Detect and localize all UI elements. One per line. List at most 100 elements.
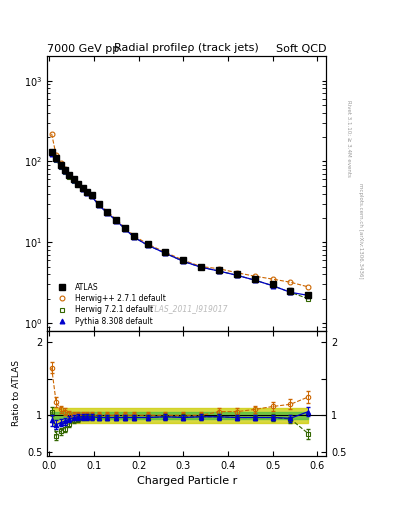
ATLAS: [76, 181, 81, 187]
Herwig++ 2.7.1 default: [145, 241, 150, 247]
Herwig 7.2.1 default: [72, 178, 76, 184]
ATLAS: [163, 249, 168, 255]
ATLAS: [270, 282, 275, 288]
Pythia 8.308 default: [96, 202, 101, 208]
Herwig++ 2.7.1 default: [81, 185, 85, 191]
Herwig 7.2.1 default: [252, 277, 257, 283]
Pythia 8.308 default: [270, 283, 275, 289]
ATLAS: [114, 217, 119, 223]
Pythia 8.308 default: [85, 189, 90, 196]
Pythia 8.308 default: [306, 292, 311, 298]
Herwig 7.2.1 default: [132, 234, 137, 241]
Herwig 7.2.1 default: [54, 157, 59, 163]
ATLAS: [62, 167, 67, 173]
Herwig++ 2.7.1 default: [252, 273, 257, 279]
ATLAS: [90, 193, 94, 199]
Herwig++ 2.7.1 default: [270, 276, 275, 282]
Herwig 7.2.1 default: [217, 268, 221, 274]
Legend: ATLAS, Herwig++ 2.7.1 default, Herwig 7.2.1 default, Pythia 8.308 default: ATLAS, Herwig++ 2.7.1 default, Herwig 7.…: [51, 281, 167, 327]
Text: 7000 GeV pp: 7000 GeV pp: [47, 44, 119, 54]
ATLAS: [58, 162, 63, 168]
Herwig 7.2.1 default: [145, 242, 150, 248]
Herwig 7.2.1 default: [235, 272, 239, 279]
Title: Radial profileρ (track jets): Radial profileρ (track jets): [114, 43, 259, 53]
ATLAS: [49, 149, 54, 155]
Text: mcplots.cern.ch [arXiv:1306.3436]: mcplots.cern.ch [arXiv:1306.3436]: [358, 183, 363, 278]
Herwig 7.2.1 default: [199, 264, 204, 270]
ATLAS: [81, 185, 85, 191]
Pythia 8.308 default: [54, 156, 59, 162]
Herwig 7.2.1 default: [123, 226, 128, 232]
ATLAS: [105, 208, 110, 215]
Pythia 8.308 default: [72, 177, 76, 183]
ATLAS: [288, 288, 293, 294]
Pythia 8.308 default: [114, 218, 119, 224]
Text: Rivet 3.1.10; ≥ 3.4M events: Rivet 3.1.10; ≥ 3.4M events: [346, 100, 351, 177]
Pythia 8.308 default: [76, 181, 81, 187]
Herwig++ 2.7.1 default: [105, 208, 110, 215]
Herwig 7.2.1 default: [81, 186, 85, 192]
Pythia 8.308 default: [62, 168, 67, 174]
Herwig 7.2.1 default: [62, 168, 67, 175]
ATLAS: [145, 241, 150, 247]
Pythia 8.308 default: [217, 268, 221, 274]
Pythia 8.308 default: [90, 193, 94, 199]
Herwig++ 2.7.1 default: [90, 193, 94, 199]
Herwig++ 2.7.1 default: [306, 284, 311, 290]
Herwig 7.2.1 default: [76, 182, 81, 188]
Herwig 7.2.1 default: [181, 258, 185, 264]
Pythia 8.308 default: [123, 226, 128, 232]
ATLAS: [123, 225, 128, 231]
Herwig++ 2.7.1 default: [163, 249, 168, 255]
Herwig 7.2.1 default: [58, 164, 63, 170]
Herwig 7.2.1 default: [96, 202, 101, 208]
Line: Pythia 8.308 default: Pythia 8.308 default: [49, 151, 311, 298]
ATLAS: [199, 264, 204, 270]
Herwig++ 2.7.1 default: [96, 201, 101, 207]
Herwig++ 2.7.1 default: [288, 279, 293, 285]
Pythia 8.308 default: [252, 277, 257, 283]
Pythia 8.308 default: [235, 272, 239, 279]
Pythia 8.308 default: [163, 250, 168, 257]
Pythia 8.308 default: [199, 264, 204, 270]
Pythia 8.308 default: [105, 210, 110, 216]
Herwig++ 2.7.1 default: [132, 233, 137, 239]
ATLAS: [54, 155, 59, 161]
Herwig++ 2.7.1 default: [62, 166, 67, 173]
Herwig++ 2.7.1 default: [199, 264, 204, 270]
ATLAS: [132, 233, 137, 239]
Herwig++ 2.7.1 default: [58, 160, 63, 166]
Herwig++ 2.7.1 default: [72, 176, 76, 182]
Herwig++ 2.7.1 default: [181, 257, 185, 263]
ATLAS: [252, 276, 257, 282]
Herwig 7.2.1 default: [105, 210, 110, 216]
ATLAS: [72, 176, 76, 182]
Herwig 7.2.1 default: [270, 283, 275, 289]
Text: Soft QCD: Soft QCD: [276, 44, 326, 54]
Pythia 8.308 default: [58, 163, 63, 169]
Herwig 7.2.1 default: [163, 250, 168, 257]
ATLAS: [85, 189, 90, 195]
Text: ATLAS_2011_I919017: ATLAS_2011_I919017: [145, 305, 228, 313]
Herwig++ 2.7.1 default: [67, 172, 72, 178]
Line: ATLAS: ATLAS: [49, 150, 311, 298]
Pythia 8.308 default: [81, 186, 85, 192]
Herwig++ 2.7.1 default: [49, 131, 54, 137]
Pythia 8.308 default: [288, 289, 293, 295]
Herwig 7.2.1 default: [85, 189, 90, 196]
Herwig 7.2.1 default: [90, 193, 94, 199]
ATLAS: [96, 201, 101, 207]
ATLAS: [67, 172, 72, 178]
Herwig++ 2.7.1 default: [217, 266, 221, 272]
Line: Herwig 7.2.1 default: Herwig 7.2.1 default: [49, 150, 311, 301]
Line: Herwig++ 2.7.1 default: Herwig++ 2.7.1 default: [49, 132, 311, 289]
Herwig++ 2.7.1 default: [54, 152, 59, 158]
Herwig 7.2.1 default: [67, 174, 72, 180]
ATLAS: [181, 257, 185, 263]
Herwig 7.2.1 default: [288, 289, 293, 295]
Y-axis label: Ratio to ATLAS: Ratio to ATLAS: [12, 360, 21, 426]
Herwig++ 2.7.1 default: [235, 270, 239, 276]
Herwig++ 2.7.1 default: [123, 225, 128, 231]
Pythia 8.308 default: [132, 234, 137, 241]
Pythia 8.308 default: [67, 173, 72, 179]
